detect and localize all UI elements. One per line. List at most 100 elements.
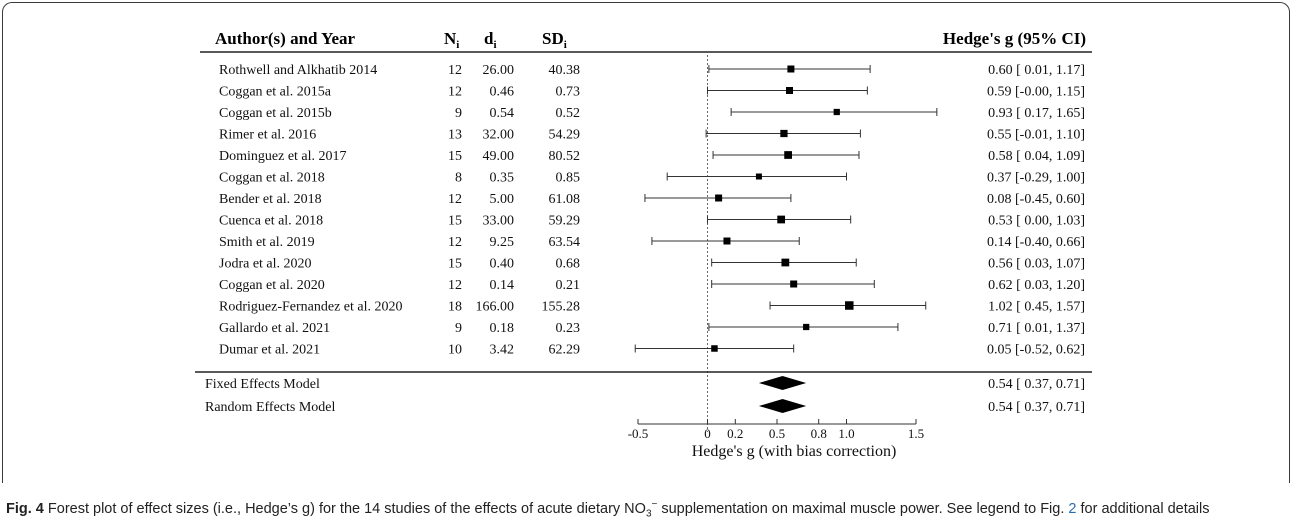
study-ci-text: 0.08 [-0.45, 0.60] xyxy=(987,192,1085,207)
study-n: 9 xyxy=(455,321,462,336)
study-author: Rodriguez-Fernandez et al. 2020 xyxy=(219,300,403,315)
study-ci-text: 0.05 [-0.52, 0.62] xyxy=(987,343,1085,358)
study-sd: 62.29 xyxy=(549,343,581,358)
study-n: 13 xyxy=(448,128,462,143)
study-sd: 40.38 xyxy=(549,63,581,78)
study-rows: Rothwell and Alkhatib 2014 12 26.00 40.38 0.… xyxy=(219,55,1085,432)
effect-marker xyxy=(786,87,794,94)
study-n: 12 xyxy=(448,85,462,100)
effect-marker xyxy=(755,173,762,180)
summary-diamond xyxy=(758,399,807,413)
figure-frame xyxy=(2,2,1290,483)
effect-marker xyxy=(780,129,788,138)
study-sd: 63.54 xyxy=(549,235,581,250)
study-n: 10 xyxy=(448,343,462,358)
study-sd: 59.29 xyxy=(549,214,581,229)
x-tick-label: 0 xyxy=(704,426,711,441)
caption-text-2: supplementation on maximal muscle power.… xyxy=(657,500,1069,517)
study-author: Coggan et al. 2015a xyxy=(219,85,332,100)
study-d: 49.00 xyxy=(483,149,515,164)
study-ci-text: 0.14 [-0.40, 0.66] xyxy=(987,235,1085,250)
caption-fig-ref-link[interactable]: 2 xyxy=(1068,500,1077,517)
summary-diamond xyxy=(758,376,807,390)
study-sd: 0.21 xyxy=(556,278,581,293)
study-ci-text: 0.58 [ 0.04, 1.09] xyxy=(988,149,1085,164)
effect-marker xyxy=(790,280,798,288)
study-d: 166.00 xyxy=(476,300,515,315)
x-tick-label: -0.5 xyxy=(628,426,649,441)
model-ci-text: 0.54 [ 0.37, 0.71] xyxy=(988,377,1085,392)
study-sd: 0.23 xyxy=(556,321,581,336)
header-n: Ni xyxy=(444,29,459,51)
study-sd: 0.52 xyxy=(556,106,581,121)
study-sd: 155.28 xyxy=(542,300,581,315)
effect-marker xyxy=(784,151,792,159)
study-author: Jodra et al. 2020 xyxy=(219,257,312,272)
x-axis: -0.5 0 0.2 0.5 0.8 1.0 1.5 xyxy=(628,419,924,441)
study-d: 0.35 xyxy=(490,171,515,186)
forest-plot: Author(s) and Year Ni di SDi Hedge's g (… xyxy=(195,29,1092,460)
study-author: Dumar et al. 2021 xyxy=(219,343,320,358)
study-n: 15 xyxy=(448,149,462,164)
header-sd: SDi xyxy=(542,29,567,51)
study-author: Coggan et al. 2018 xyxy=(219,171,325,186)
study-d: 0.54 xyxy=(490,106,515,121)
study-n: 18 xyxy=(448,300,462,315)
header-d: di xyxy=(484,29,497,51)
effect-marker xyxy=(803,323,810,331)
x-tick-label: 1.5 xyxy=(908,426,924,441)
study-author: Gallardo et al. 2021 xyxy=(219,321,330,336)
study-n: 12 xyxy=(448,192,462,207)
study-d: 0.18 xyxy=(490,321,515,336)
caption-no3-sub: 3 xyxy=(645,508,652,520)
study-d: 0.46 xyxy=(490,85,515,100)
study-d: 26.00 xyxy=(483,63,515,78)
figure-caption: Fig. 4 Forest plot of effect sizes (i.e.… xyxy=(6,494,1276,525)
study-d: 33.00 xyxy=(483,214,515,229)
study-ci-text: 0.62 [ 0.03, 1.20] xyxy=(988,278,1085,293)
x-tick-label: 0.8 xyxy=(811,426,827,441)
x-tick-label: 0.2 xyxy=(727,426,743,441)
study-author: Rimer et al. 2016 xyxy=(219,128,316,143)
study-sd: 80.52 xyxy=(549,149,581,164)
study-ci-text: 0.59 [-0.00, 1.15] xyxy=(987,85,1085,100)
x-tick-label: 0.5 xyxy=(769,426,785,441)
study-ci-text: 0.55 [-0.01, 1.10] xyxy=(987,128,1085,143)
caption-fig-label: Fig. 4 xyxy=(6,500,44,517)
caption-no3-sup: − xyxy=(651,499,658,510)
study-d: 9.25 xyxy=(490,235,515,250)
study-ci-text: 0.56 [ 0.03, 1.07] xyxy=(988,257,1085,272)
study-sd: 0.68 xyxy=(556,257,581,272)
effect-marker xyxy=(723,237,731,245)
study-n: 15 xyxy=(448,214,462,229)
study-author: Rothwell and Alkhatib 2014 xyxy=(219,63,377,78)
study-sd: 54.29 xyxy=(549,128,581,143)
model-label: Fixed Effects Model xyxy=(205,377,320,392)
study-ci-text: 0.93 [ 0.17, 1.65] xyxy=(988,106,1085,121)
study-n: 9 xyxy=(455,106,462,121)
model-label: Random Effects Model xyxy=(205,400,335,415)
caption-text-end: for additional details xyxy=(1076,500,1210,517)
study-d: 32.00 xyxy=(483,128,515,143)
model-ci-text: 0.54 [ 0.37, 0.71] xyxy=(988,400,1085,415)
study-d: 3.42 xyxy=(490,343,515,358)
header-author: Author(s) and Year xyxy=(215,29,356,48)
x-tick-label: 1.0 xyxy=(838,426,854,441)
study-ci-text: 0.60 [ 0.01, 1.17] xyxy=(988,63,1085,78)
effect-marker xyxy=(787,65,795,73)
caption-text: Forest plot of effect sizes (i.e., Hedge… xyxy=(43,500,646,517)
study-sd: 61.08 xyxy=(549,192,581,207)
study-author: Dominguez et al. 2017 xyxy=(219,149,347,164)
study-n: 15 xyxy=(448,257,462,272)
study-sd: 0.73 xyxy=(556,85,581,100)
effect-marker xyxy=(845,301,854,310)
effect-marker xyxy=(777,215,786,224)
study-ci-text: 0.37 [-0.29, 1.00] xyxy=(987,171,1085,186)
study-d: 5.00 xyxy=(490,192,515,207)
x-axis-label: Hedge's g (with bias correction) xyxy=(692,443,897,460)
study-n: 8 xyxy=(455,171,462,186)
study-d: 0.40 xyxy=(490,257,515,272)
study-sd: 0.85 xyxy=(556,171,581,186)
model-rows: Fixed Effects Model 0.54 [ 0.37, 0.71] Ran… xyxy=(205,376,1085,415)
study-ci-text: 0.53 [ 0.00, 1.03] xyxy=(988,214,1085,229)
